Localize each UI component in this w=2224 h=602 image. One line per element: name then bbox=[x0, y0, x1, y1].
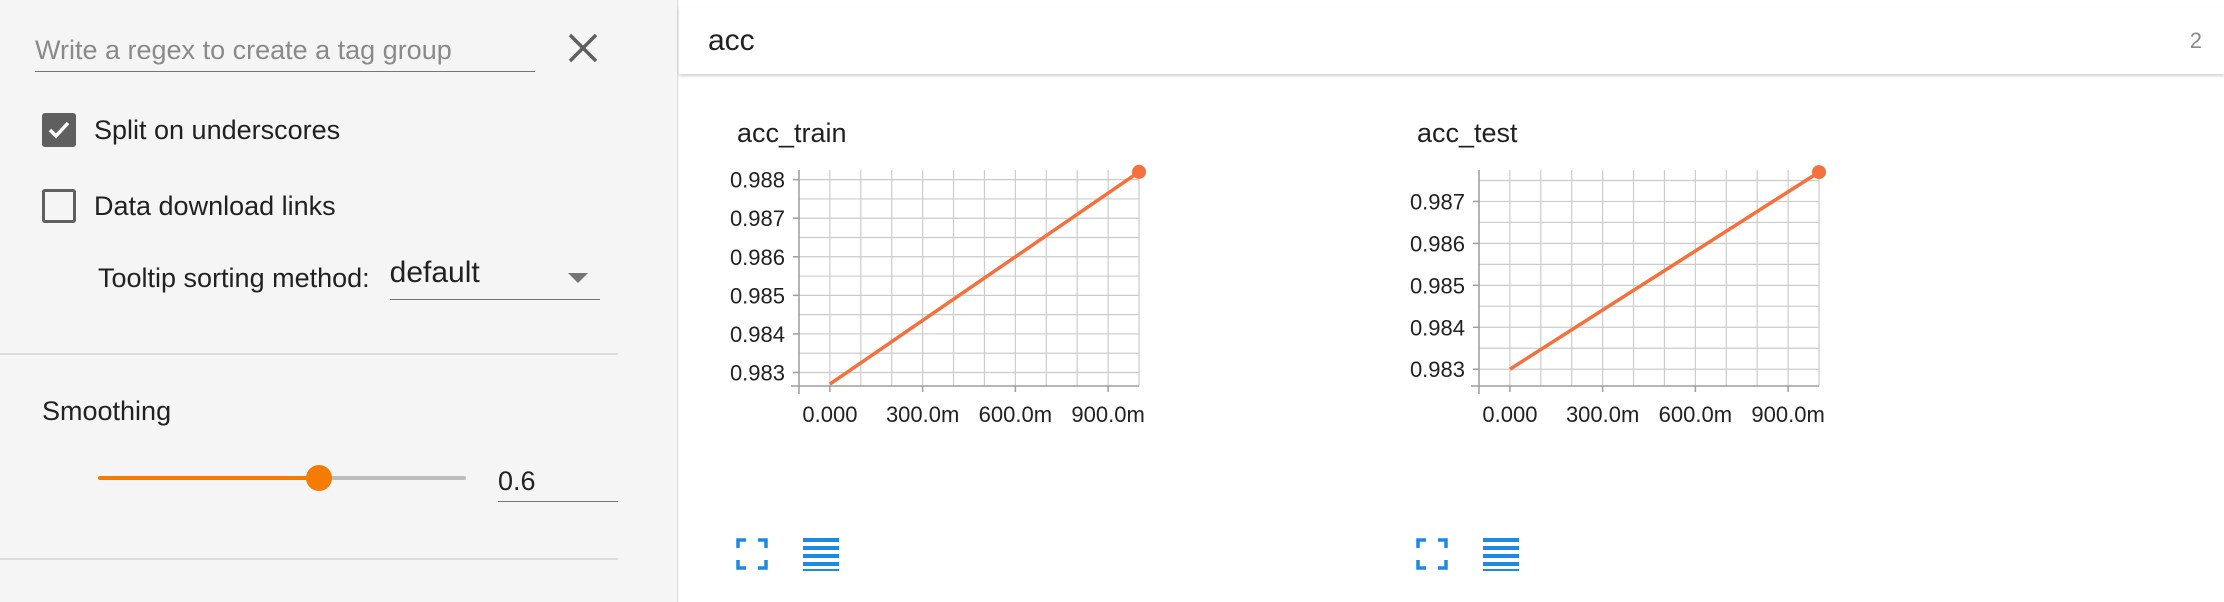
y-tick-label: 0.986 bbox=[1410, 231, 1465, 256]
expand-chart-button[interactable] bbox=[732, 534, 772, 574]
tooltip-sorting-label: Tooltip sorting method: bbox=[98, 263, 370, 293]
sidebar-divider bbox=[0, 353, 618, 355]
tooltip-sorting-value: default bbox=[389, 256, 480, 289]
y-tick-label: 0.983 bbox=[1410, 357, 1465, 382]
smoothing-title: Smoothing bbox=[42, 396, 172, 426]
smoothing-value-field bbox=[498, 456, 618, 502]
chart-card: acc_test 0.983 0.984 0.985 0.986 0.987 0.000 3… bbox=[1359, 110, 1959, 580]
list-icon bbox=[1483, 538, 1519, 571]
y-tick-label: 0.983 bbox=[730, 361, 785, 386]
x-tick-label: 600.0m bbox=[979, 402, 1052, 427]
regex-field bbox=[35, 24, 535, 72]
chevron-down-icon bbox=[567, 273, 588, 283]
tag-group-name: acc bbox=[708, 24, 755, 57]
y-tick-label: 0.988 bbox=[730, 168, 785, 193]
x-tick-label: 300.0m bbox=[886, 402, 959, 427]
chart-title: acc_test bbox=[1417, 118, 1518, 148]
line-chart: 0.983 0.984 0.985 0.986 0.987 0.000 300.0m 600.… bbox=[1410, 165, 1826, 427]
y-tick-label: 0.987 bbox=[730, 206, 785, 231]
y-tick-label: 0.987 bbox=[1410, 189, 1465, 214]
slider-thumb[interactable] bbox=[305, 465, 332, 491]
x-tick-label: 0.000 bbox=[802, 402, 857, 427]
main-panel: acc 2 acc_train 0.983 0.984 0.985 0.986 0.98… bbox=[679, 0, 2224, 602]
data-download-links-label: Data download links bbox=[94, 190, 336, 221]
x-tick-label: 300.0m bbox=[1566, 402, 1639, 427]
tooltip-sorting-row: Tooltip sorting method: default bbox=[98, 252, 600, 300]
checkmark-icon bbox=[48, 121, 70, 139]
sidebar: Split on underscores Data download links… bbox=[0, 0, 678, 602]
y-tick-label: 0.985 bbox=[730, 283, 785, 308]
chart-title: acc_train bbox=[737, 118, 847, 148]
regex-input[interactable] bbox=[35, 24, 535, 71]
data-point bbox=[1812, 165, 1826, 180]
chart-card: acc_train 0.983 0.984 0.985 0.986 0.987 0.988… bbox=[679, 110, 1279, 580]
y-tick-label: 0.986 bbox=[730, 245, 785, 270]
series-line bbox=[1508, 170, 1820, 371]
fullscreen-icon bbox=[736, 538, 768, 570]
split-on-underscores-checkbox[interactable] bbox=[42, 113, 76, 147]
toggle-log-scale-button[interactable] bbox=[1481, 534, 1521, 574]
data-download-links-option[interactable]: Data download links bbox=[42, 188, 336, 224]
tooltip-sorting-select[interactable]: default bbox=[389, 252, 600, 300]
split-on-underscores-label: Split on underscores bbox=[94, 114, 341, 145]
tag-group-count: 2 bbox=[2189, 28, 2202, 53]
expand-chart-button[interactable] bbox=[1412, 534, 1452, 574]
series-line bbox=[828, 170, 1140, 386]
slider-fill bbox=[98, 476, 319, 480]
y-tick-label: 0.984 bbox=[1410, 315, 1465, 340]
smoothing-slider[interactable] bbox=[98, 464, 466, 492]
y-tick-label: 0.985 bbox=[1410, 273, 1465, 298]
data-download-links-checkbox[interactable] bbox=[42, 189, 76, 223]
close-icon bbox=[568, 33, 598, 63]
data-point bbox=[1132, 164, 1146, 179]
sidebar-divider bbox=[0, 558, 618, 560]
smoothing-value-input[interactable] bbox=[498, 456, 618, 501]
x-tick-label: 0.000 bbox=[1482, 402, 1537, 427]
x-tick-label: 600.0m bbox=[1659, 402, 1732, 427]
y-tick-label: 0.984 bbox=[730, 322, 785, 347]
toggle-log-scale-button[interactable] bbox=[801, 534, 841, 574]
list-icon bbox=[803, 538, 839, 571]
split-on-underscores-option[interactable]: Split on underscores bbox=[42, 112, 340, 148]
tag-group-header[interactable]: acc 2 bbox=[679, 6, 2224, 74]
line-chart: 0.983 0.984 0.985 0.986 0.987 0.988 0.000 300.0… bbox=[730, 164, 1146, 427]
clear-regex-button[interactable] bbox=[563, 28, 603, 68]
fullscreen-icon bbox=[1416, 538, 1448, 570]
x-tick-label: 900.0m bbox=[1071, 402, 1144, 427]
x-tick-label: 900.0m bbox=[1751, 402, 1824, 427]
